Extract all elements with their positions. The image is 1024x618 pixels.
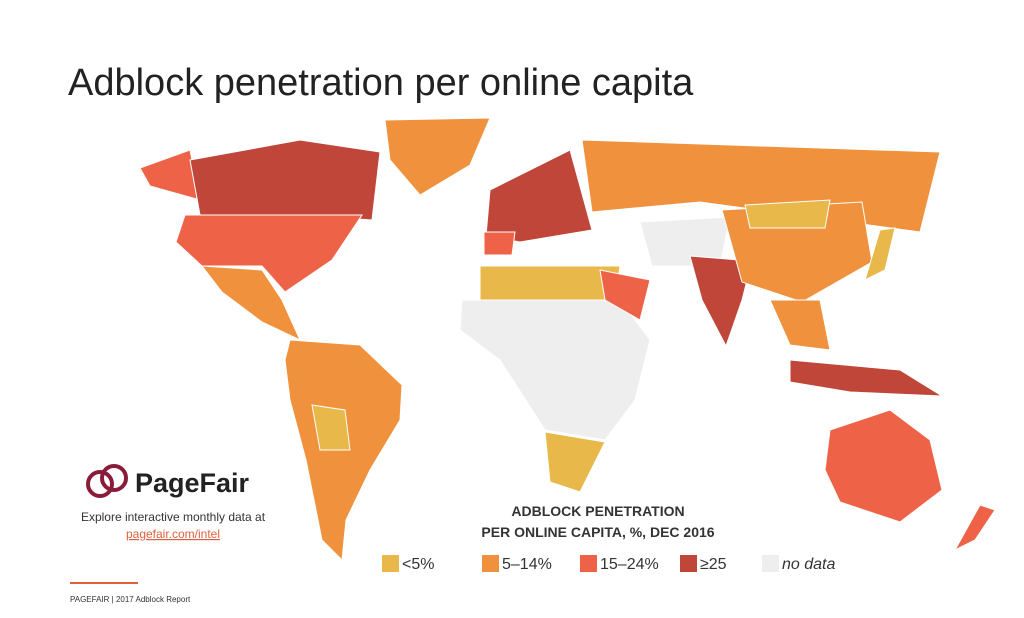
new-zealand	[953, 504, 996, 552]
iberia	[483, 231, 516, 256]
bolivia	[311, 404, 351, 451]
legend-label: ≥25	[700, 556, 727, 573]
indonesia	[789, 359, 944, 397]
central-america	[200, 265, 302, 342]
legend-label: no data	[782, 556, 835, 573]
mongolia	[744, 199, 831, 229]
usa	[175, 214, 363, 293]
link[interactable]: pagefair.com/intel	[126, 527, 220, 541]
alaska	[139, 149, 201, 201]
legend-label: 15–24%	[600, 556, 659, 573]
north-africa	[479, 265, 621, 301]
europe	[485, 149, 593, 243]
explore-text: Explore interactive monthly data at	[81, 510, 266, 524]
saudi-arabia	[599, 269, 651, 321]
footer: PAGEFAIR | 2017 Adblock Report	[70, 595, 191, 604]
legend-label: 5–14%	[502, 556, 552, 573]
legend-swatch	[382, 555, 399, 572]
legend-swatch	[762, 555, 779, 572]
logo-text: PageFair	[135, 468, 250, 498]
legend: <5% 5–14% 15–24% ≥25 no data	[382, 555, 835, 573]
legend-swatch	[482, 555, 499, 572]
africa	[459, 299, 651, 441]
legend-label: <5%	[402, 556, 434, 573]
japan	[864, 227, 896, 281]
australia	[824, 409, 943, 523]
legend-title: ADBLOCK PENETRATION	[511, 503, 684, 519]
title: Adblock penetration per online capita	[68, 62, 694, 104]
legend-swatch	[580, 555, 597, 572]
greenland	[384, 117, 491, 196]
south-africa	[544, 431, 606, 493]
world-map	[139, 117, 996, 562]
legend-swatch	[680, 555, 697, 572]
logo-mark	[86, 464, 128, 498]
canada	[189, 139, 381, 221]
southeast-asia	[769, 299, 831, 351]
legend-title: PER ONLINE CAPITA, %, DEC 2016	[481, 524, 714, 540]
